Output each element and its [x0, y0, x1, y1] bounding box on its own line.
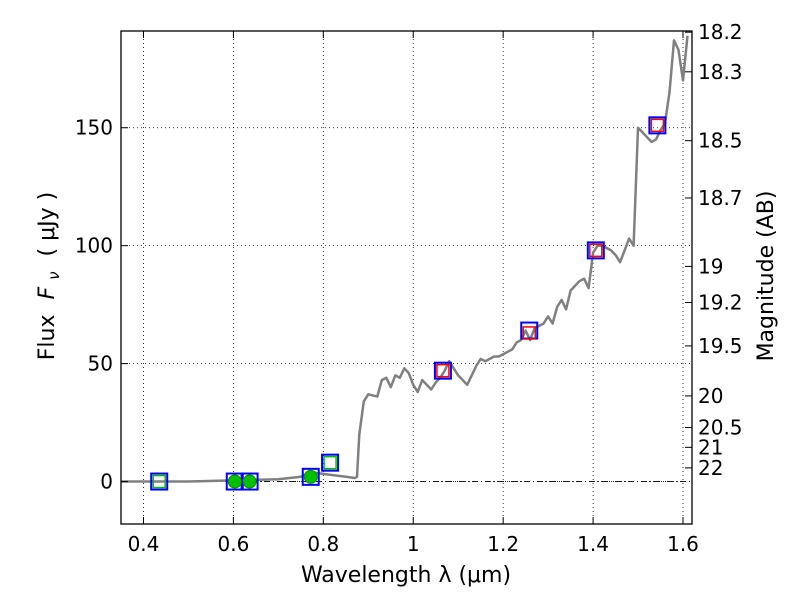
model-spectrum-line: [121, 35, 689, 483]
x-tick-label: 1.2: [487, 532, 519, 556]
y-axis-label-prefix: Flux: [35, 314, 60, 360]
model-flux-red-box: [436, 363, 450, 378]
marker-layer: [150, 116, 667, 491]
model-flux-green-box: [323, 455, 337, 470]
y2-tick-label: 19.2: [698, 291, 743, 315]
photometry-point-blue-box: [301, 467, 320, 486]
x-tick-label: 1.4: [577, 532, 609, 556]
line-layer: [121, 35, 689, 483]
y2-tick-label: 18.2: [698, 20, 743, 44]
y2-axis-label: Magnitude (AB): [754, 191, 779, 362]
photometry-point-blue-box: [648, 116, 667, 135]
x-tick-label: 0.8: [307, 532, 339, 556]
photometry-point-blue-box: [586, 241, 605, 260]
photometry-point-blue-box: [433, 361, 452, 380]
y-tick-label: 50: [88, 352, 113, 376]
y-axis-label: Flux F ν ( μJy ): [35, 192, 65, 360]
y2-tick-label: 19: [698, 254, 723, 278]
x-tick-label: 1: [407, 532, 420, 556]
y2-tick-label: 18.7: [698, 186, 743, 210]
model-flux-red-box: [589, 243, 603, 258]
y2-tick-label: 18.3: [698, 60, 743, 84]
photometry-point-green-dot: [303, 469, 318, 484]
y2-tick-label: 20: [698, 384, 723, 408]
x-tick-label: 1.6: [667, 532, 699, 556]
y-tick-label: 0: [100, 470, 113, 494]
plot-frame: [120, 30, 693, 525]
y2-tick-label: 19.5: [698, 334, 743, 358]
grid-layer: [121, 31, 692, 524]
y2-tick-label: 20.5: [698, 416, 743, 440]
photometry-point-blue-box: [150, 472, 169, 491]
tick-layer: 0.4 0.6 0.8 1 1.2 1.4 1.6 0 50 100 150 18.2 18.3 18.5…: [75, 20, 743, 556]
y-tick-label: 100: [75, 234, 113, 258]
x-axis-label: Wavelength λ (μm): [301, 563, 511, 588]
photometry-point-green-dot: [227, 474, 242, 489]
model-flux-red-box: [650, 118, 665, 133]
x-tick-label: 0.6: [217, 532, 249, 556]
y-tick-label: 150: [75, 116, 113, 140]
model-flux-red-box: [522, 326, 536, 340]
y2-tick-label: 18.5: [698, 129, 743, 153]
photometry-point-green-dot: [242, 474, 257, 489]
y-axis-label-suffix: ( μJy ): [35, 192, 60, 257]
photometry-point-blue-box: [321, 453, 340, 472]
x-tick-label: 0.4: [128, 532, 160, 556]
y2-tick-label: 22: [698, 456, 723, 480]
y-axis-label-subscript: ν: [45, 271, 63, 279]
y2-tick-label: 21: [698, 435, 723, 459]
model-flux-green-box: [152, 474, 166, 489]
y-axis-label-symbol: F: [35, 286, 60, 299]
